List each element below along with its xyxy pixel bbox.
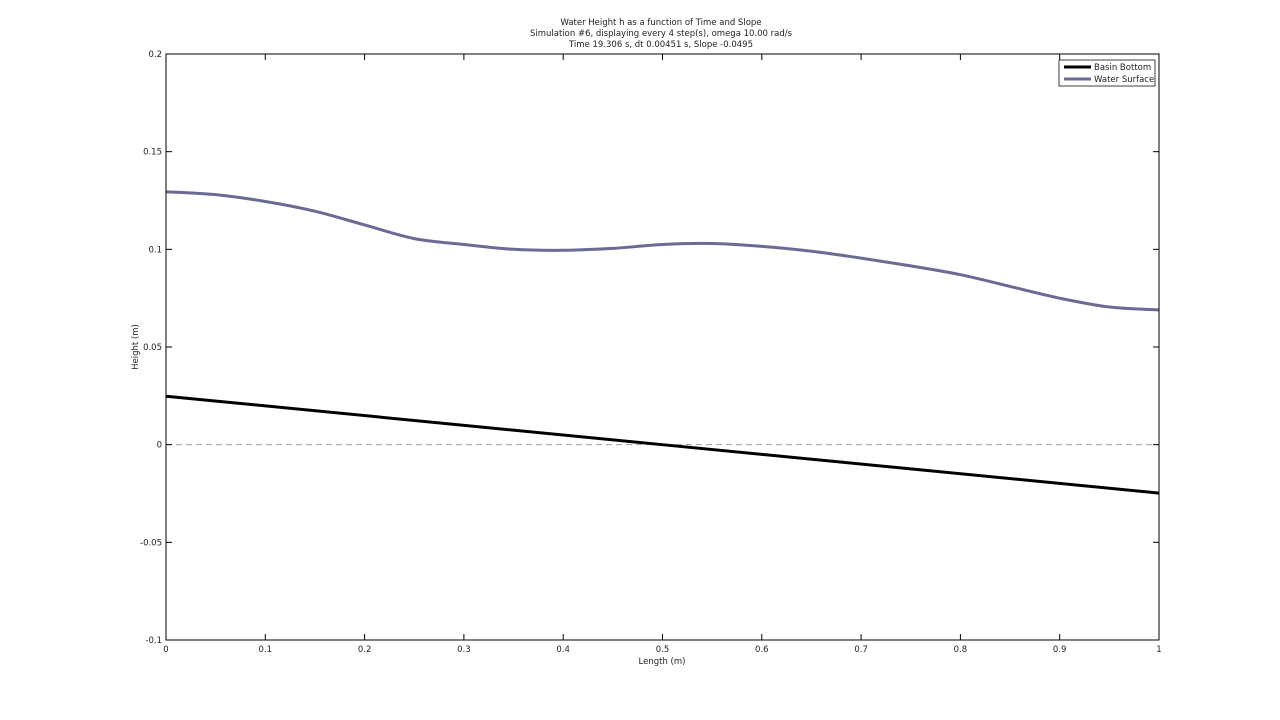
- x-tick-label: 1: [1156, 645, 1161, 655]
- y-tick-label: -0.1: [145, 636, 162, 646]
- legend-label-basin-bottom: Basin Bottom: [1094, 63, 1151, 73]
- y-tick-label: 0.1: [148, 245, 162, 255]
- chart-subtitle-2: Time 19.306 s, dt 0.00451 s, Slope -0.04…: [568, 40, 753, 50]
- x-tick-label: 0.2: [358, 645, 372, 655]
- chart-title: Water Height h as a function of Time and…: [560, 18, 761, 28]
- series-line-basin-bottom: [165, 394, 1160, 495]
- plot-frame: [165, 53, 1160, 641]
- series-line-water-surface: [165, 190, 1160, 312]
- y-tick-label: 0.05: [143, 343, 162, 353]
- x-tick-label: 0.3: [457, 645, 471, 655]
- legend-label-water-surface: Water Surface: [1094, 75, 1154, 85]
- x-axis-label: Length (m): [639, 657, 686, 667]
- x-tick-label: 0: [163, 645, 168, 655]
- x-tick-label: 0.8: [954, 645, 968, 655]
- y-tick-label: 0.15: [143, 148, 162, 158]
- plot-background: [166, 54, 1159, 640]
- y-axis-label: Height (m): [131, 324, 141, 370]
- legend: Basin Bottom Water Surface: [1058, 59, 1156, 87]
- x-tick-label: 0.4: [556, 645, 570, 655]
- y-tick-label: -0.05: [140, 538, 162, 548]
- x-tick-label: 0.9: [1053, 645, 1067, 655]
- x-tick-label: 0.1: [259, 645, 273, 655]
- plot-area: 0 0.1 0.2 0.3 0.4 0.5 0.6 0.7 0.8 0.9 1 -0.1 -0.05 0 0…: [140, 50, 1162, 655]
- chart-subtitle: Simulation #6, displaying every 4 step(s…: [530, 29, 793, 39]
- x-tick-label: 0.5: [656, 645, 670, 655]
- y-tick-label: 0.2: [148, 50, 162, 60]
- y-tick-label: 0: [157, 441, 162, 451]
- x-tick-label: 0.6: [755, 645, 769, 655]
- legend-box: [1058, 59, 1156, 87]
- x-tick-label: 0.7: [854, 645, 868, 655]
